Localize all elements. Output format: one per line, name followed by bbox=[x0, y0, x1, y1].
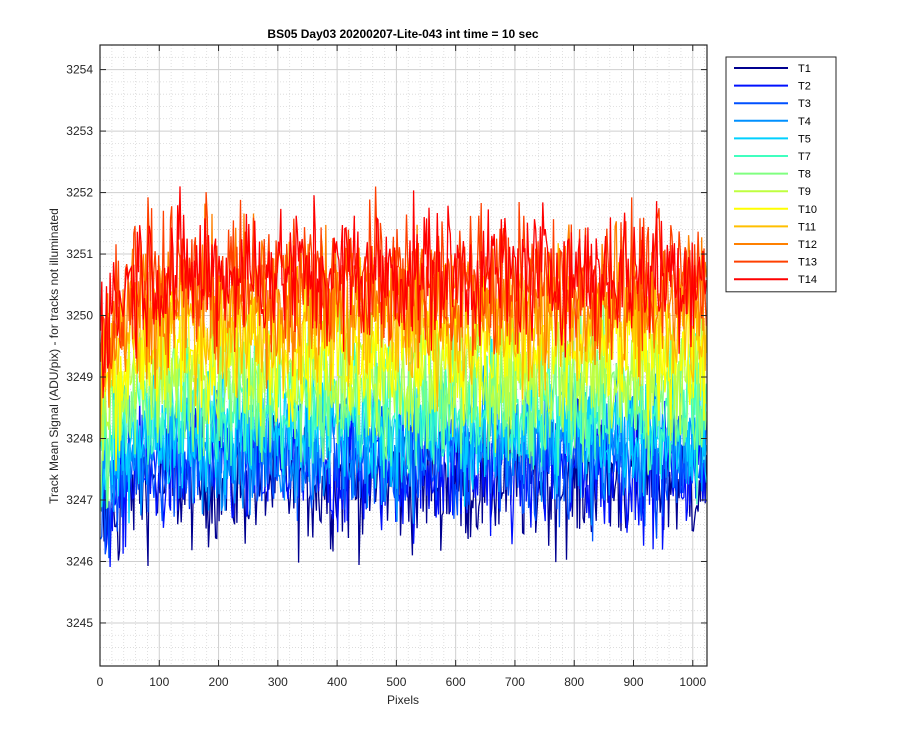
y-tick-label: 3248 bbox=[66, 432, 93, 446]
y-tick-label: 3249 bbox=[66, 370, 93, 384]
y-tick-label: 3247 bbox=[66, 493, 93, 507]
legend-label: T8 bbox=[798, 169, 811, 181]
x-tick-label: 0 bbox=[97, 675, 104, 689]
chart-title: BS05 Day03 20200207-Lite-043 int time = … bbox=[267, 27, 538, 41]
legend-label: T3 bbox=[798, 98, 811, 110]
legend-label: T14 bbox=[798, 274, 817, 286]
y-axis-label: Track Mean Signal (ADU/pix) - for tracks… bbox=[47, 208, 61, 504]
axes-box bbox=[99, 44, 708, 667]
legend: T1 T2 T3 T4 T5 T7 T8 T9 T10 T11 T12 T13 T14 bbox=[725, 56, 837, 293]
legend-label: T12 bbox=[798, 239, 817, 251]
legend-label: T2 bbox=[798, 81, 811, 93]
legend-label: T5 bbox=[798, 133, 811, 145]
x-axis-label: Pixels bbox=[387, 693, 419, 707]
series-line-T7 bbox=[100, 323, 707, 509]
legend-label: T4 bbox=[798, 116, 811, 128]
y-tick-label: 3245 bbox=[66, 616, 93, 630]
x-tick-label: 800 bbox=[564, 675, 584, 689]
x-tick-label: 100 bbox=[149, 675, 169, 689]
y-tick-label: 3246 bbox=[66, 554, 93, 568]
series-line-T11 bbox=[100, 241, 707, 442]
y-tick-label: 3254 bbox=[66, 63, 93, 77]
legend-label: T13 bbox=[798, 257, 817, 269]
legend-label: T10 bbox=[798, 204, 817, 216]
y-tick-label: 3250 bbox=[66, 309, 93, 323]
x-tick-label: 400 bbox=[327, 675, 347, 689]
x-tick-label: 500 bbox=[386, 675, 406, 689]
legend-label: T11 bbox=[798, 221, 816, 233]
legend-label: T9 bbox=[798, 186, 811, 198]
x-tick-label: 1000 bbox=[679, 675, 706, 689]
y-tick-label: 3252 bbox=[66, 186, 93, 200]
x-tick-label: 300 bbox=[268, 675, 288, 689]
x-tick-label: 900 bbox=[623, 675, 643, 689]
ticks: 0 100 200 300 400 500 600 700 800 900 1000 3245 3246… bbox=[66, 45, 707, 689]
x-tick-label: 600 bbox=[446, 675, 466, 689]
legend-label: T1 bbox=[798, 63, 811, 75]
y-tick-label: 3251 bbox=[66, 247, 93, 261]
plot-lines bbox=[100, 186, 707, 568]
y-tick-label: 3253 bbox=[66, 124, 93, 138]
series-line-T14 bbox=[100, 186, 707, 399]
x-tick-label: 700 bbox=[505, 675, 525, 689]
series-line-T5 bbox=[100, 338, 707, 524]
x-tick-label: 200 bbox=[209, 675, 229, 689]
legend-label: T7 bbox=[798, 151, 811, 163]
